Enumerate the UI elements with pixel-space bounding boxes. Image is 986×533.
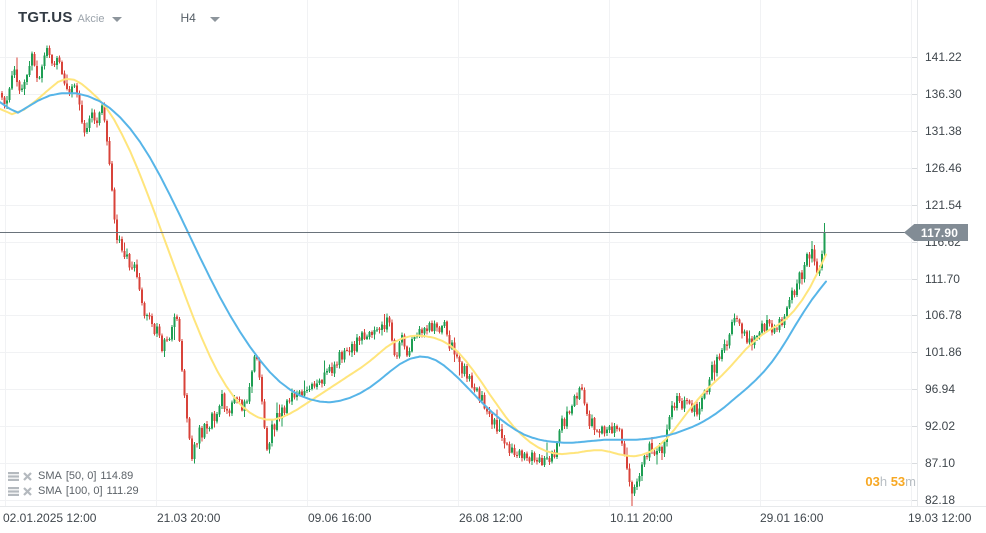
moving-average-lines — [0, 77, 827, 458]
axis-borders — [0, 0, 986, 507]
indicator-remove-icon[interactable] — [23, 486, 32, 496]
price-tick-label: 121.54 — [925, 197, 962, 212]
indicator-row: SMA [50, 0] 114.89 — [8, 469, 139, 483]
price-tick-label: 126.46 — [925, 160, 962, 175]
indicator-remove-icon[interactable] — [23, 471, 32, 481]
sma100-line — [0, 92, 827, 444]
time-tick-label: 26.08 12:00 — [459, 511, 523, 525]
time-tick-label: 09.06 16:00 — [308, 511, 372, 525]
time-tick-label: 19.03 12:00 — [908, 511, 972, 525]
indicator-label: SMA [100, 0] 111.29 — [38, 485, 139, 497]
indicator-settings-icon[interactable] — [8, 471, 19, 481]
indicator-label: SMA [50, 0] 114.89 — [38, 470, 134, 482]
price-tick-label: 141.22 — [925, 50, 962, 64]
grid-lines — [0, 0, 917, 506]
time-tick-label: 21.03 20:00 — [157, 511, 221, 525]
time-tick-label: 10.11 20:00 — [610, 511, 673, 525]
time-tick-label: 29.01 16:00 — [760, 511, 824, 525]
indicator-legend: SMA [50, 0] 114.89 SMA [100, 0] 111.29 — [8, 469, 139, 499]
price-tick-label: 96.94 — [925, 382, 956, 397]
price-tick-label: 87.10 — [925, 456, 956, 471]
price-tick-label: 106.78 — [925, 308, 962, 323]
timeframe-selector[interactable]: H4 — [122, 10, 220, 25]
candlestick-series — [1, 45, 826, 506]
timeframe-label: H4 — [180, 10, 196, 25]
price-tick-label: 136.30 — [925, 86, 962, 101]
symbol-name: TGT.US — [18, 9, 73, 26]
price-tick-label: 82.18 — [925, 493, 956, 507]
candle-countdown-timer: 03h 53m — [865, 474, 916, 489]
price-tick-label: 111.70 — [925, 271, 960, 286]
symbol-selector[interactable]: TGT.US Akcie — [18, 9, 123, 26]
chevron-down-icon[interactable] — [209, 16, 220, 22]
current-price-badge: 117.90 — [904, 224, 968, 241]
indicator-row: SMA [100, 0] 111.29 — [8, 484, 139, 498]
price-tick-label: 131.38 — [925, 123, 962, 138]
sma50-line — [0, 77, 827, 458]
time-tick-label: 02.01.2025 12:00 — [3, 511, 97, 525]
chevron-down-icon[interactable] — [112, 16, 123, 22]
instrument-type-label: Akcie — [77, 12, 105, 25]
price-tick-label: 92.02 — [925, 419, 956, 434]
current-price-value: 117.90 — [920, 225, 959, 240]
indicator-settings-icon[interactable] — [8, 486, 19, 496]
price-tick-label: 101.86 — [925, 345, 962, 360]
